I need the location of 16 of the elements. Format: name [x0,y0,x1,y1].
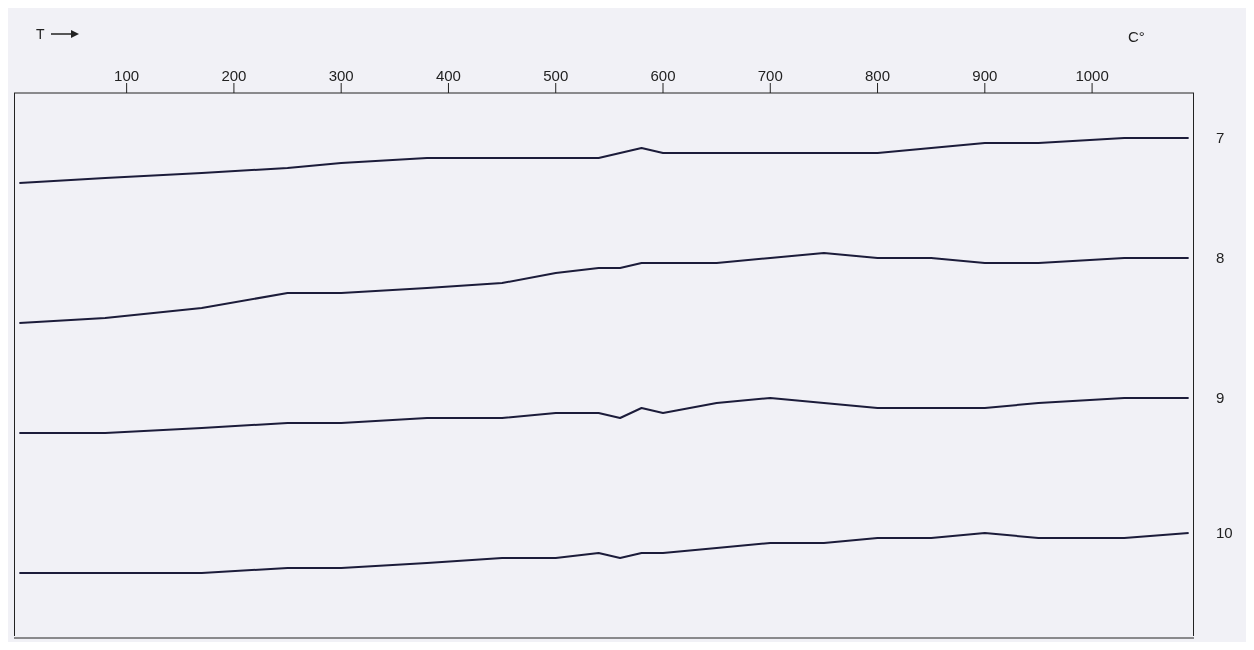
series-label: 10 [1216,524,1233,541]
series-label: 7 [1216,129,1225,146]
series-label: 9 [1216,389,1225,406]
x-tick-label: 700 [757,67,783,84]
x-tick-label: 800 [865,67,891,84]
x-tick-label: 1000 [1075,67,1109,84]
x-tick-label: 500 [543,67,569,84]
x-tick-label: 900 [972,67,998,84]
x-tick-label: 200 [221,67,247,84]
x-tick-label: 300 [328,67,354,84]
x-axis-title: T [36,26,45,42]
text: C° [1128,28,1145,45]
x-tick-label: 100 [114,67,140,84]
x-tick-label: 400 [435,67,461,84]
x-tick-label: 600 [650,67,676,84]
series-label: 8 [1216,249,1225,266]
